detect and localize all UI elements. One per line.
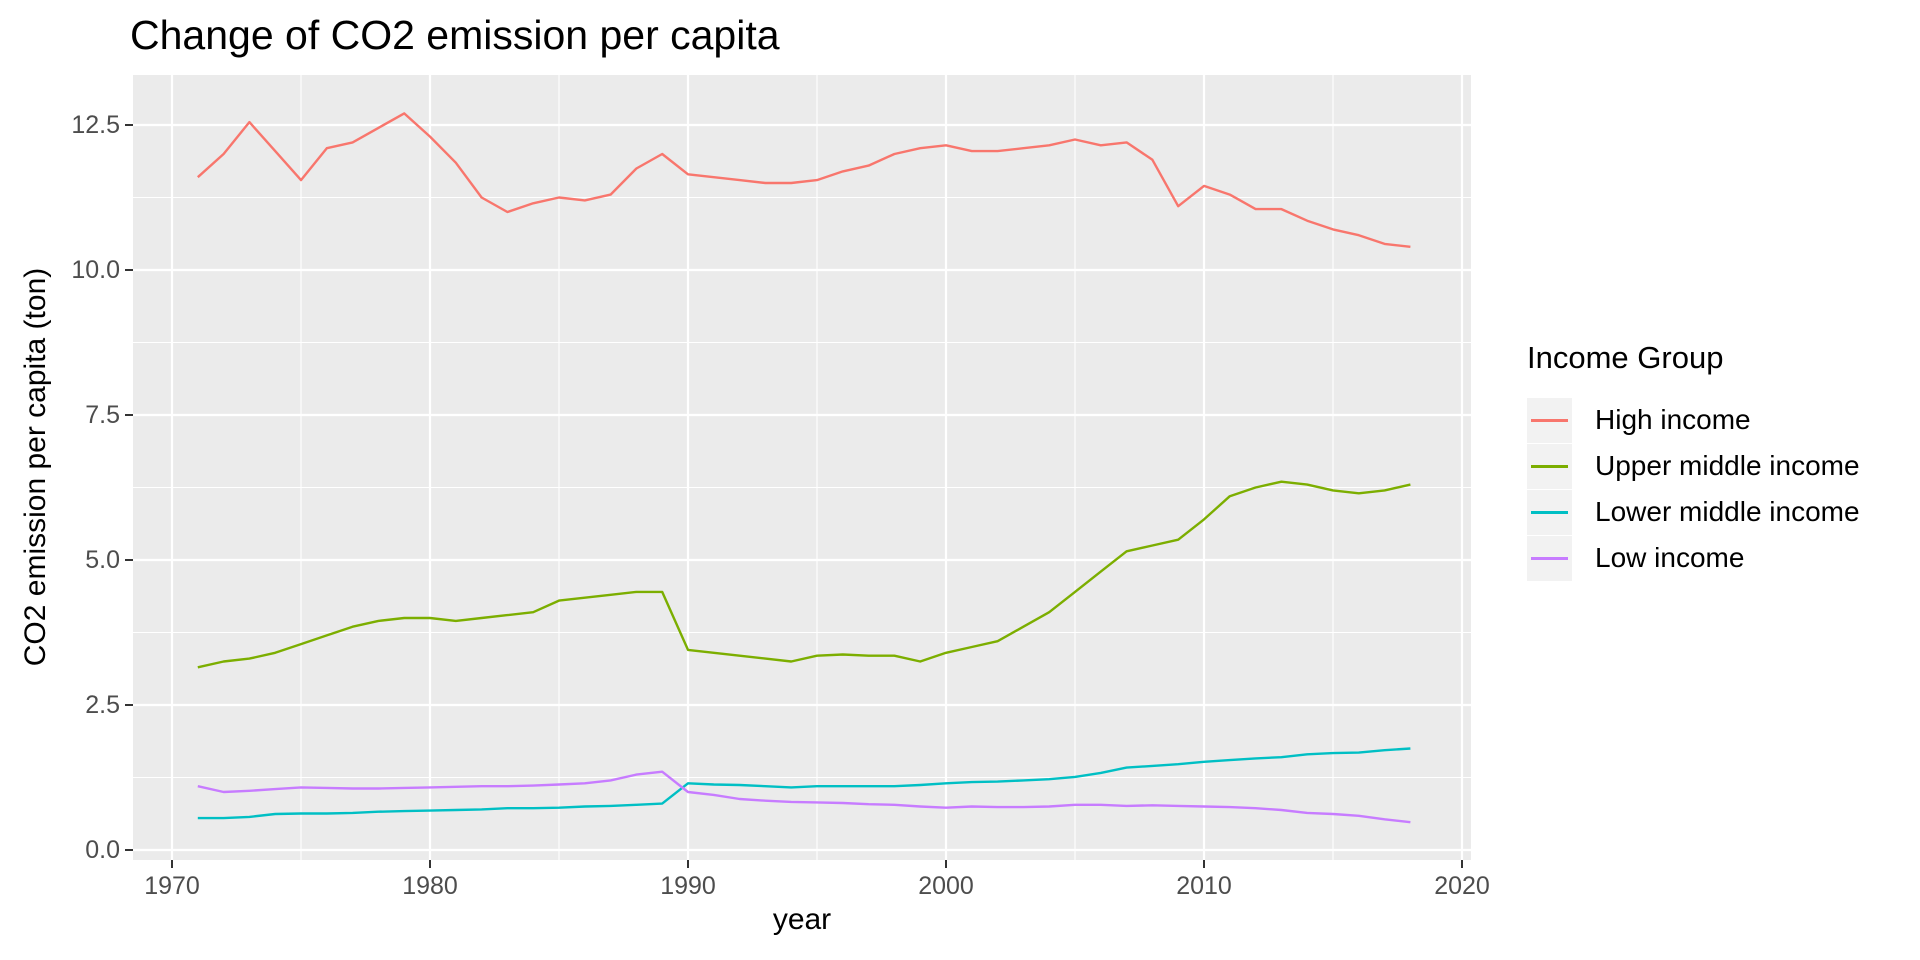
plot-panel [133,75,1471,860]
y-axis-title: CO2 emission per capita (ton) [19,267,52,667]
series-line-high-income [196,112,1411,248]
series-line-low-income [197,770,1411,824]
y-tick-label: 12.5 [71,111,120,139]
legend-item-label: Lower middle income [1595,496,1860,527]
legend-item-label: High income [1595,404,1751,435]
x-tick-label: 2020 [1434,872,1490,900]
legend-item-low-income: Low income [1527,535,1860,581]
x-tick-label: 1990 [660,872,716,900]
legend-key-line-icon [1531,464,1568,468]
y-tick-label: 0.0 [85,836,120,864]
legend-item-high-income: High income [1527,397,1860,443]
y-tick-label: 2.5 [85,691,120,719]
chart-title: Change of CO2 emission per capita [130,12,780,58]
legend-item-label: Upper middle income [1595,450,1860,481]
y-tick-label: 10.0 [71,256,120,284]
legend-key [1527,443,1572,489]
y-tick-label: 7.5 [85,401,120,429]
x-axis-title: year [772,903,832,936]
x-tick-label: 2010 [1176,872,1232,900]
legend-item-label: Low income [1595,542,1745,573]
legend-item-upper-middle-income: Upper middle income [1527,443,1860,489]
series-line-lower-middle-income [197,747,1411,820]
legend-item-lower-middle-income: Lower middle income [1527,489,1860,535]
y-tick-label: 5.0 [85,546,120,574]
legend-key [1527,489,1572,535]
x-tick-label: 2000 [918,872,974,900]
legend-key-line-icon [1531,556,1568,560]
x-tick-label: 1970 [144,872,200,900]
legend: Income Group High income Upper middle inc… [1527,340,1860,581]
series-line-upper-middle-income [197,480,1411,669]
legend-key-line-icon [1531,418,1568,422]
legend-title: Income Group [1527,340,1724,375]
legend-items: High income Upper middle income Lower midd… [1527,397,1860,581]
legend-key [1527,535,1572,581]
legend-key-line-icon [1531,510,1568,514]
legend-key [1527,397,1572,443]
x-tick-label: 1980 [402,872,458,900]
